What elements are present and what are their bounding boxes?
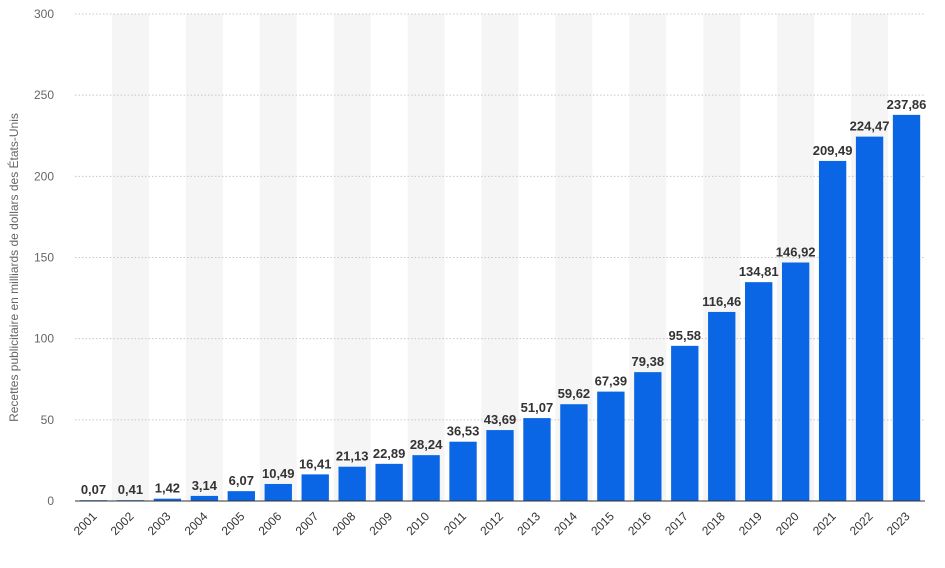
bar-2004 <box>190 495 219 501</box>
data-label-2007: 16,41 <box>299 456 332 471</box>
bar-2006 <box>264 483 292 501</box>
bar-2015 <box>597 391 625 501</box>
data-label-2020: 146,92 <box>776 244 816 259</box>
y-tick-label: 250 <box>34 88 54 102</box>
bar-2017 <box>671 345 699 501</box>
data-label-2005: 6,07 <box>229 473 254 488</box>
data-label-2014: 59,62 <box>558 386 591 401</box>
data-label-2003: 1,42 <box>155 481 180 496</box>
y-axis-ticks: 0 50 100 150 200 250 300 <box>34 7 54 508</box>
bar-2005 <box>227 491 255 501</box>
data-label-2002: 0,41 <box>118 482 143 497</box>
data-label-2009: 22,89 <box>373 446 406 461</box>
data-label-2010: 28,24 <box>410 437 443 452</box>
bar-2013 <box>523 418 551 501</box>
x-tick-label: 2011 <box>441 509 469 537</box>
column-band <box>481 14 519 501</box>
x-axis-ticks: 2001 2002 2003 2004 2005 2006 2007 2008 2009 2010… <box>71 509 913 538</box>
x-tick-label: 2009 <box>366 509 395 538</box>
y-tick-label: 200 <box>34 169 54 183</box>
x-tick-label: 2013 <box>514 509 543 538</box>
x-tick-label: 2016 <box>625 509 654 538</box>
bar-2021 <box>818 160 847 501</box>
x-tick-label: 2005 <box>219 509 248 538</box>
bar-2007 <box>301 474 329 501</box>
bar-2009 <box>375 463 403 501</box>
bar-2019 <box>745 282 773 501</box>
bar-2014 <box>560 404 588 501</box>
bar-2003 <box>153 498 182 501</box>
x-tick-label: 2002 <box>108 509 137 538</box>
bar-2010 <box>412 455 440 501</box>
x-tick-label: 2007 <box>293 509 322 538</box>
x-tick-label: 2017 <box>662 509 691 538</box>
bar-2018 <box>708 311 736 501</box>
x-tick-label: 2008 <box>330 509 359 538</box>
data-label-2019: 134,81 <box>739 264 779 279</box>
y-tick-label: 150 <box>34 251 54 265</box>
bar-2016 <box>634 372 662 501</box>
bar-2008 <box>338 466 366 501</box>
bar-2020 <box>781 262 810 501</box>
data-label-2008: 21,13 <box>336 449 369 464</box>
x-tick-label: 2019 <box>736 509 765 538</box>
data-label-2017: 95,58 <box>669 328 702 343</box>
bar-2023 <box>892 114 921 501</box>
data-label-2001: 0,07 <box>81 482 106 497</box>
data-label-2015: 67,39 <box>595 374 628 389</box>
data-label-2006: 10,49 <box>262 466 295 481</box>
y-axis-label: Recettes publicitaire en milliards de do… <box>6 113 21 422</box>
data-label-2023: 237,86 <box>887 97 927 112</box>
x-tick-label: 2012 <box>477 509 506 538</box>
bar-2012 <box>486 430 514 501</box>
y-tick-label: 0 <box>47 494 54 508</box>
x-tick-label: 2021 <box>810 509 839 538</box>
x-tick-label: 2003 <box>145 509 174 538</box>
x-tick-label: 2010 <box>403 509 432 538</box>
x-tick-label: 2023 <box>884 509 913 538</box>
data-label-2004: 3,14 <box>192 478 218 493</box>
bar-2022 <box>855 136 884 502</box>
x-tick-label: 2015 <box>588 509 617 538</box>
y-tick-label: 300 <box>34 7 54 21</box>
data-label-2018: 116,46 <box>702 294 741 309</box>
data-label-2021: 209,49 <box>813 143 853 158</box>
bar-2011 <box>449 441 477 501</box>
x-tick-label: 2020 <box>773 509 802 538</box>
x-tick-label: 2022 <box>847 509 876 538</box>
data-label-2013: 51,07 <box>521 400 554 415</box>
data-label-2016: 79,38 <box>632 354 665 369</box>
data-label-2012: 43,69 <box>484 412 517 427</box>
x-tick-label: 2001 <box>71 509 100 538</box>
y-tick-label: 50 <box>41 413 55 427</box>
x-tick-label: 2018 <box>699 509 728 538</box>
x-tick-label: 2006 <box>256 509 285 538</box>
data-label-2022: 224,47 <box>850 119 890 134</box>
column-band <box>185 14 223 501</box>
bars <box>79 114 921 502</box>
x-tick-label: 2014 <box>551 509 580 538</box>
data-label-2011: 36,53 <box>447 424 480 439</box>
data-labels: 0,07 0,41 1,42 3,14 6,07 10,49 16,41 21,13 22,89… <box>81 97 927 497</box>
y-tick-label: 100 <box>34 332 54 346</box>
x-tick-label: 2004 <box>182 509 211 538</box>
